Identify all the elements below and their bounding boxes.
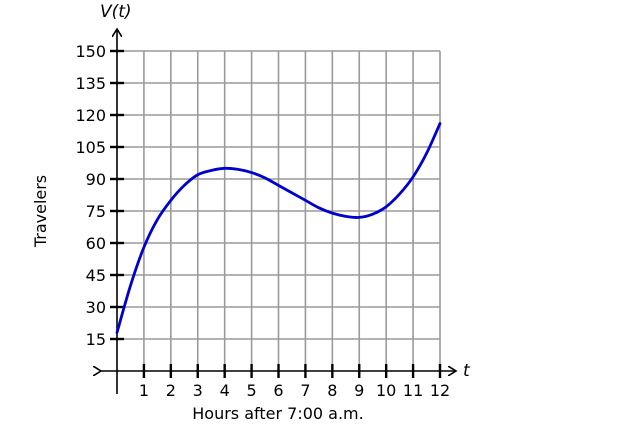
y-tick-label: 45 xyxy=(86,266,106,285)
y-tick-label: 120 xyxy=(75,106,106,125)
x-tick-label: 8 xyxy=(327,381,337,400)
x-variable-label: t xyxy=(463,361,471,381)
x-tick-label: 6 xyxy=(273,381,283,400)
y-tick-label: 60 xyxy=(86,234,106,253)
x-tick-label: 12 xyxy=(430,381,450,400)
x-tick-label: 11 xyxy=(403,381,423,400)
grid xyxy=(117,50,441,371)
x-tick-label: 7 xyxy=(300,381,310,400)
labels: V(t) t Hours after 7:00 a.m. Travelers xyxy=(31,2,471,423)
x-tick-label: 3 xyxy=(193,381,203,400)
series-group xyxy=(115,122,442,334)
y-tick-label: 75 xyxy=(86,202,106,221)
y-tick-label: 150 xyxy=(75,42,106,61)
y-variable-label: V(t) xyxy=(100,2,132,22)
y-tick-label: 105 xyxy=(75,138,106,157)
x-tick-label: 5 xyxy=(246,381,256,400)
x-tick-label: 1 xyxy=(139,381,149,400)
x-tick-label: 9 xyxy=(354,381,364,400)
x-axis-title: Hours after 7:00 a.m. xyxy=(192,404,363,423)
x-tick-label: 4 xyxy=(220,381,230,400)
y-tick-label: 90 xyxy=(86,170,106,189)
x-tick-label: 10 xyxy=(376,381,396,400)
x-tick-label: 2 xyxy=(166,381,176,400)
series-line xyxy=(115,122,442,334)
y-axis-title: Travelers xyxy=(31,175,50,248)
y-tick-label: 30 xyxy=(86,298,106,317)
y-tick-label: 135 xyxy=(75,74,106,93)
y-tick-label: 15 xyxy=(86,330,106,349)
